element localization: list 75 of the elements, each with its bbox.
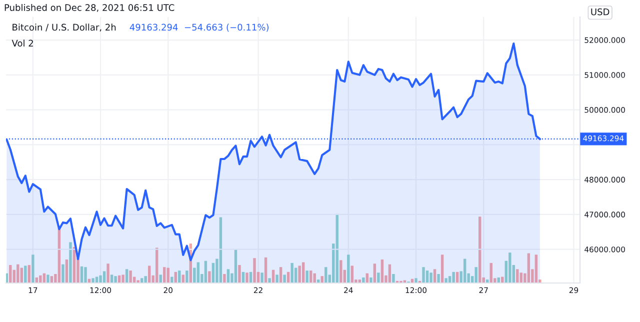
bar — [324, 267, 328, 283]
bar — [106, 264, 110, 283]
bar — [234, 250, 238, 283]
bar — [62, 264, 64, 283]
bar — [516, 269, 519, 283]
bar — [430, 272, 432, 283]
bar — [422, 267, 425, 283]
bar — [290, 262, 294, 283]
bar — [260, 272, 264, 283]
bar — [204, 260, 208, 283]
bar — [440, 254, 444, 283]
bar — [452, 272, 455, 283]
bar — [527, 253, 530, 283]
bar — [6, 273, 8, 283]
bar — [414, 278, 418, 283]
bar — [122, 274, 124, 283]
y-axis-title: USD — [591, 8, 610, 16]
bar — [208, 271, 211, 283]
bar — [490, 262, 492, 283]
bar — [437, 274, 440, 283]
bar — [268, 278, 271, 283]
bar — [362, 277, 365, 283]
bar — [377, 272, 380, 283]
bar — [28, 265, 31, 283]
bar — [226, 269, 230, 283]
annotation: Vol 2 — [12, 40, 33, 47]
bar — [9, 265, 12, 283]
annotation: 49163.294 −54.663 (−0.11%) — [130, 24, 269, 32]
bar — [65, 259, 68, 283]
text: Published on Dec 28, 2021 06:51 UTC — [4, 4, 174, 12]
bar — [340, 260, 342, 283]
bar — [246, 272, 248, 283]
bar — [380, 259, 384, 283]
bar — [370, 277, 372, 283]
bar — [24, 266, 27, 283]
bar — [463, 258, 466, 283]
bar — [39, 275, 42, 283]
bar — [433, 269, 436, 283]
bar — [114, 276, 117, 283]
bar — [84, 267, 87, 283]
bar — [148, 266, 151, 283]
bar — [223, 274, 226, 283]
bar — [253, 258, 256, 283]
bar — [92, 278, 94, 283]
bar — [478, 216, 482, 283]
bar — [313, 273, 316, 283]
bar — [125, 269, 128, 283]
bar — [279, 267, 282, 283]
bar — [46, 274, 50, 283]
bar — [186, 270, 188, 283]
bar — [212, 262, 215, 283]
bar — [283, 274, 286, 283]
bar — [306, 270, 308, 283]
bar — [144, 276, 147, 283]
bar — [69, 242, 72, 283]
bar — [32, 254, 34, 283]
bar — [219, 217, 222, 283]
bar — [392, 274, 395, 283]
bar — [373, 264, 376, 283]
bar — [129, 270, 132, 283]
text: Bitcoin / U.S. Dollar, 2h — [12, 24, 116, 32]
bar — [99, 275, 102, 283]
bar — [534, 254, 538, 283]
bar — [264, 257, 268, 283]
bar — [444, 278, 448, 283]
bar — [350, 266, 354, 283]
bar — [102, 271, 106, 283]
bar — [276, 274, 278, 283]
bar — [508, 252, 512, 283]
bar — [238, 265, 241, 283]
bar — [163, 267, 166, 283]
bar — [136, 280, 140, 283]
bar — [298, 266, 301, 283]
bar — [474, 267, 478, 283]
bar — [347, 254, 350, 283]
